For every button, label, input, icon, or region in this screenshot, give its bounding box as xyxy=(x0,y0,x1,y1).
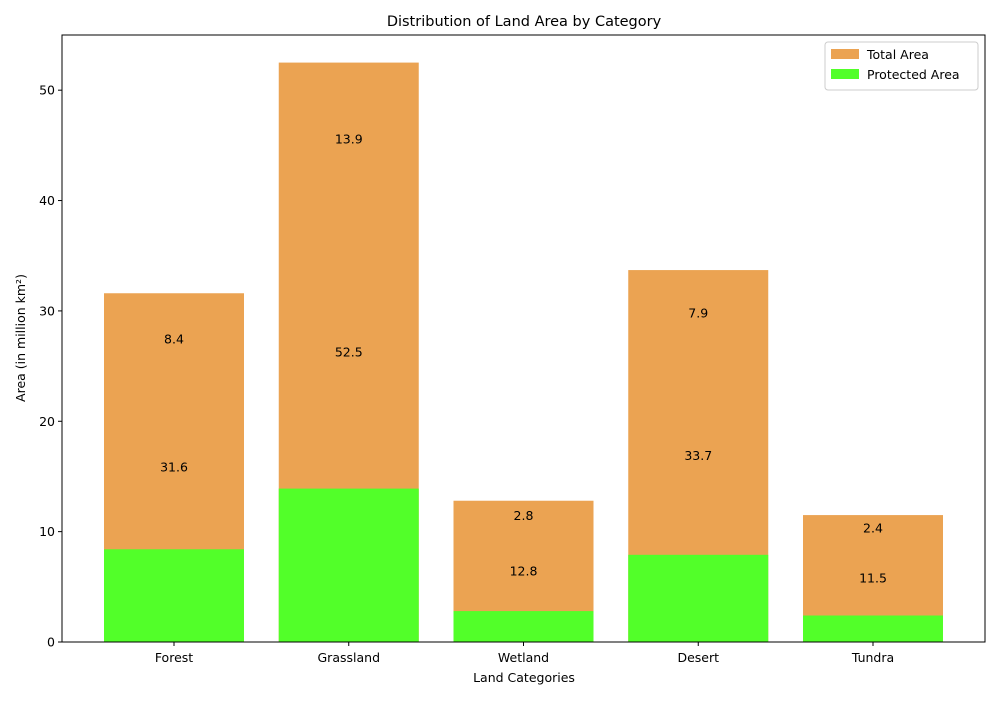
bar-protected-tundra xyxy=(803,615,943,642)
data-label-protected-desert: 7.9 xyxy=(688,306,708,321)
legend-label-total-area: Total Area xyxy=(866,47,929,62)
legend-swatch-protected-area xyxy=(831,69,859,79)
bar-protected-grassland xyxy=(278,488,419,642)
y-tick-label-40: 40 xyxy=(39,193,55,208)
y-tick-label-10: 10 xyxy=(39,524,55,539)
bars-layer xyxy=(104,62,943,643)
legend-swatch-total-area xyxy=(831,49,859,59)
legend: Total Area Protected Area xyxy=(824,41,979,91)
bar-protected-forest xyxy=(104,549,244,642)
data-label-protected-wetland: 2.8 xyxy=(514,508,534,523)
y-tick-label-0: 0 xyxy=(47,635,55,650)
x-tick-label-forest: Forest xyxy=(155,650,193,665)
bar-protected-wetland xyxy=(453,611,594,642)
y-axis: 0 10 20 30 40 50 xyxy=(39,83,62,650)
y-axis-label: Area (in million km²) xyxy=(13,274,28,402)
y-tick-label-50: 50 xyxy=(39,83,55,98)
x-tick-label-desert: Desert xyxy=(677,650,719,665)
y-tick-label-20: 20 xyxy=(39,414,55,429)
data-label-total-wetland: 12.8 xyxy=(510,563,538,578)
y-tick-label-30: 30 xyxy=(39,303,55,318)
data-label-protected-forest: 8.4 xyxy=(164,332,184,347)
data-labels-layer: 31.6 8.4 52.5 13.9 12.8 2.8 33.7 7.9 11.5 2.4 xyxy=(160,131,887,585)
x-axis-label: Land Categories xyxy=(473,670,575,685)
x-tick-label-grassland: Grassland xyxy=(318,650,381,665)
legend-box xyxy=(824,41,979,91)
data-label-protected-grassland: 13.9 xyxy=(335,131,363,146)
x-tick-label-tundra: Tundra xyxy=(851,650,894,665)
data-label-total-forest: 31.6 xyxy=(160,460,188,475)
chart-title: Distribution of Land Area by Category xyxy=(387,14,662,30)
data-label-protected-tundra: 2.4 xyxy=(863,520,883,535)
legend-label-protected-area: Protected Area xyxy=(867,67,960,82)
data-label-total-desert: 33.7 xyxy=(684,448,712,463)
bar-protected-desert xyxy=(628,554,769,642)
x-tick-label-wetland: Wetland xyxy=(498,650,549,665)
data-label-total-grassland: 52.5 xyxy=(335,344,363,359)
x-axis: Forest Grassland Wetland Desert Tundra xyxy=(155,642,894,665)
data-label-total-tundra: 11.5 xyxy=(859,571,887,586)
